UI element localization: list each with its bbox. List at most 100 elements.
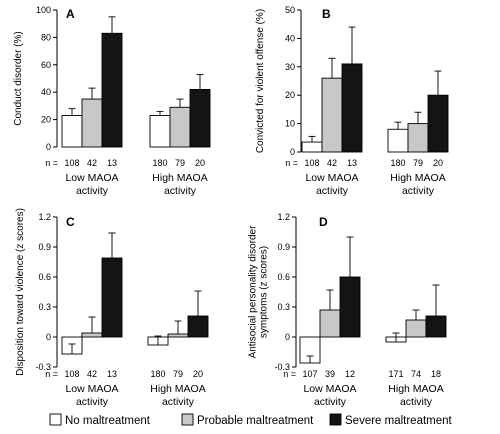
n-label: 20 bbox=[195, 158, 205, 168]
y-axis-label: Conduct disorder (%) bbox=[13, 31, 24, 125]
group-label: activity bbox=[400, 396, 433, 408]
n-label: 13 bbox=[107, 369, 117, 379]
group-label: High MAOA bbox=[390, 172, 445, 184]
bar bbox=[149, 115, 171, 148]
y-tick-label: 0 bbox=[46, 332, 51, 342]
bar bbox=[339, 276, 361, 338]
group-label: High MAOA bbox=[150, 383, 205, 395]
panel-d: D -0.3 0 0.3 0.6 0.9 1.2 Antisocial personality… bbox=[248, 212, 447, 408]
n-label: 108 bbox=[64, 369, 79, 379]
bar bbox=[81, 98, 103, 148]
panel-label: D bbox=[319, 215, 328, 229]
panel-b: B 0 10 20 30 40 50 Convicted for violent offens… bbox=[255, 5, 449, 197]
panel-a: A 0 20 40 60 80 100 Conduct disorder (%) 108 42 13… bbox=[13, 5, 211, 197]
y-axis-label: symptoms (z scores) bbox=[259, 246, 270, 338]
group-label: activity bbox=[76, 396, 109, 408]
legend-label: Severe maltreatment bbox=[345, 415, 453, 427]
y-tick-label: 80 bbox=[41, 32, 51, 42]
y-tick-label: 30 bbox=[285, 62, 295, 72]
n-label: 180 bbox=[152, 158, 167, 168]
group-label: Low MAOA bbox=[65, 383, 118, 395]
n-label: 12 bbox=[345, 369, 355, 379]
y-tick-label: 60 bbox=[41, 60, 51, 70]
group-label: Low MAOA bbox=[303, 383, 356, 395]
group-label: High MAOA bbox=[388, 383, 443, 395]
y-tick-label: 0.9 bbox=[38, 242, 51, 252]
y-tick-label: 0.3 bbox=[38, 302, 51, 312]
group-label: Low MAOA bbox=[305, 172, 358, 184]
n-label: 20 bbox=[433, 158, 443, 168]
group-label: High MAOA bbox=[152, 172, 207, 184]
y-tick-label: 0 bbox=[285, 332, 290, 342]
legend-label: No maltreatment bbox=[65, 415, 151, 427]
n-label: 20 bbox=[193, 369, 203, 379]
group-label: activity bbox=[164, 185, 197, 197]
y-tick-label: 100 bbox=[36, 5, 51, 15]
bar bbox=[407, 123, 429, 153]
bar bbox=[405, 319, 427, 338]
y-tick-label: 1.2 bbox=[38, 212, 51, 222]
n-prefix: n = bbox=[45, 369, 58, 379]
n-label: 42 bbox=[87, 158, 97, 168]
bar bbox=[387, 128, 409, 153]
group-label: activity bbox=[76, 185, 109, 197]
y-tick-label: 1.2 bbox=[277, 212, 290, 222]
n-label: 171 bbox=[388, 369, 403, 379]
bar bbox=[101, 257, 123, 338]
legend-label: Probable maltreatment bbox=[197, 415, 314, 427]
y-tick-label: -0.3 bbox=[274, 362, 290, 372]
n-label: 79 bbox=[413, 158, 423, 168]
y-tick-label: 20 bbox=[285, 90, 295, 100]
n-label: 39 bbox=[325, 369, 335, 379]
y-tick-label: 0 bbox=[46, 142, 51, 152]
legend-swatch bbox=[49, 413, 62, 426]
y-tick-label: -0.3 bbox=[35, 362, 51, 372]
n-label: 79 bbox=[175, 158, 185, 168]
group-label: activity bbox=[314, 396, 347, 408]
n-label: 42 bbox=[87, 369, 97, 379]
n-label: 13 bbox=[107, 158, 117, 168]
n-label: 107 bbox=[302, 369, 317, 379]
bar bbox=[301, 141, 323, 153]
bar bbox=[189, 89, 211, 148]
n-label: 74 bbox=[411, 369, 421, 379]
group-label: activity bbox=[316, 185, 349, 197]
group-label: Low MAOA bbox=[65, 172, 118, 184]
n-label: 180 bbox=[150, 369, 165, 379]
bar bbox=[321, 77, 343, 153]
y-axis-label: Disposition toward violence (z scores) bbox=[15, 208, 26, 376]
y-tick-label: 20 bbox=[41, 115, 51, 125]
n-prefix: n = bbox=[285, 158, 298, 168]
n-label: 108 bbox=[304, 158, 319, 168]
group-label: activity bbox=[162, 396, 195, 408]
y-tick-label: 50 bbox=[285, 5, 295, 15]
bar bbox=[61, 115, 83, 148]
n-label: 18 bbox=[431, 369, 441, 379]
bar bbox=[101, 32, 123, 148]
bar bbox=[427, 94, 449, 153]
panel-label: C bbox=[66, 215, 75, 229]
legend: No maltreatment Probable maltreatment Seve… bbox=[49, 413, 453, 427]
bar bbox=[187, 315, 209, 338]
bar bbox=[341, 63, 363, 153]
group-label: activity bbox=[402, 185, 435, 197]
n-prefix: n = bbox=[45, 158, 58, 168]
legend-swatch bbox=[329, 413, 342, 426]
panel-label: B bbox=[322, 7, 331, 21]
panel-label: A bbox=[66, 7, 75, 21]
y-tick-label: 0.6 bbox=[277, 272, 290, 282]
n-label: 180 bbox=[390, 158, 405, 168]
y-tick-label: 40 bbox=[285, 33, 295, 43]
n-label: 108 bbox=[64, 158, 79, 168]
y-tick-label: 0.9 bbox=[277, 242, 290, 252]
n-label: 79 bbox=[173, 369, 183, 379]
panel-c: C -0.3 0 0.3 0.6 0.9 1.2 Disposition toward vio… bbox=[15, 208, 209, 408]
bar bbox=[425, 315, 447, 338]
y-tick-label: 0.6 bbox=[38, 272, 51, 282]
n-prefix: n = bbox=[283, 369, 296, 379]
legend-swatch bbox=[181, 413, 194, 426]
bar bbox=[81, 332, 103, 338]
y-tick-label: 0.3 bbox=[277, 302, 290, 312]
bar bbox=[167, 333, 189, 338]
bar bbox=[319, 309, 341, 338]
